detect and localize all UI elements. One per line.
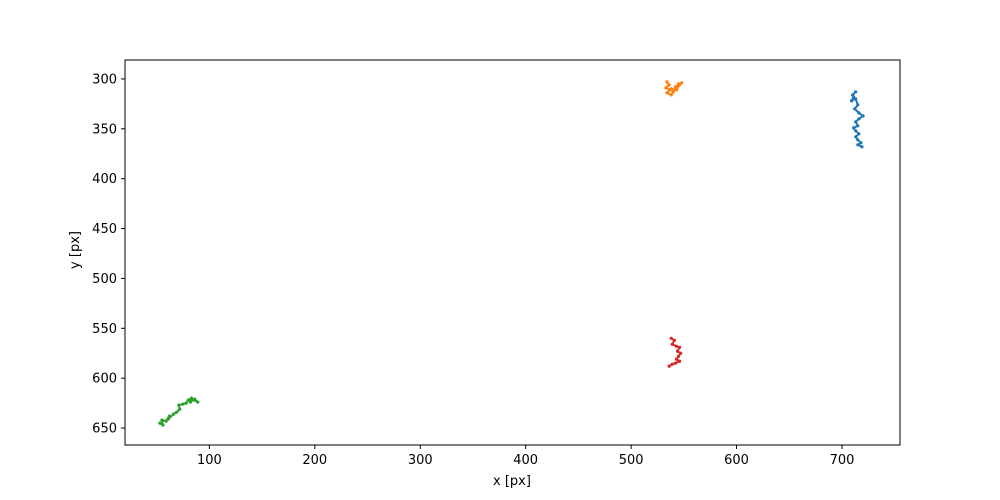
x-tick-label: 100 xyxy=(197,453,222,468)
y-tick-label: 400 xyxy=(92,172,117,187)
trajectory-point xyxy=(669,336,673,340)
x-tick-label: 500 xyxy=(619,453,644,468)
trajectory-point xyxy=(861,114,865,118)
axes: 100 200 300 400 500 600 700 300 350 400 450 500 550 6… xyxy=(92,59,901,468)
trajectory-point xyxy=(196,400,200,404)
trajectory-point xyxy=(854,90,858,94)
x-tick-label: 700 xyxy=(830,453,855,468)
trajectory-point xyxy=(670,342,674,346)
trajectory-point xyxy=(680,81,684,85)
trajectory-point xyxy=(193,398,197,402)
x-tick-label: 300 xyxy=(408,453,433,468)
trajectory-point xyxy=(671,90,675,94)
trajectory-point xyxy=(186,398,190,402)
trajectory-point xyxy=(679,351,683,355)
y-tick-label: 550 xyxy=(92,322,117,337)
trajectory-point xyxy=(857,132,861,136)
trajectory-point xyxy=(167,414,171,418)
trajectory-point xyxy=(673,85,678,89)
trajectory-point xyxy=(665,80,669,84)
trajectory-point xyxy=(849,99,854,103)
trajectory-point xyxy=(852,126,856,130)
trajectory-point xyxy=(856,138,860,142)
trajectory-point xyxy=(669,87,673,91)
trajectory-point xyxy=(673,361,678,365)
trajectory-point xyxy=(166,417,170,421)
trajectory-point xyxy=(674,344,679,348)
trajectory-point xyxy=(853,107,857,111)
trajectory-point xyxy=(856,143,860,147)
trajectory-point xyxy=(669,93,673,97)
trajectory-point xyxy=(677,354,681,358)
series-layer xyxy=(158,80,865,427)
x-axis-label: x [px] xyxy=(493,474,531,489)
y-tick-label: 600 xyxy=(92,372,117,387)
axes-frame xyxy=(124,59,901,446)
trajectory-point xyxy=(854,120,858,124)
trajectory-point xyxy=(854,97,858,101)
trajectory-point xyxy=(678,359,682,363)
trajectory-point xyxy=(177,403,181,407)
trajectory-point xyxy=(667,83,671,87)
trajectory-point xyxy=(171,412,176,416)
trajectory-point xyxy=(664,86,668,90)
trajectory-point xyxy=(675,349,680,353)
y-axis-label: y [px] xyxy=(68,231,83,269)
trajectory-point xyxy=(677,82,681,86)
plot-area xyxy=(125,60,900,445)
trajectory-point xyxy=(678,345,682,349)
trajectory-point xyxy=(859,141,863,145)
trajectory-point xyxy=(178,407,182,411)
y-tick-label: 450 xyxy=(92,222,117,237)
trajectory-point xyxy=(860,145,864,149)
trajectory-point xyxy=(854,129,858,133)
x-tick-label: 200 xyxy=(302,453,327,468)
y-tick-label: 350 xyxy=(92,122,117,137)
y-tick-label: 650 xyxy=(92,422,117,437)
x-tick-label: 600 xyxy=(724,453,749,468)
trajectory-point xyxy=(161,423,165,427)
trajectory-point xyxy=(857,111,861,115)
trajectory-point xyxy=(856,103,860,107)
y-tick-label: 500 xyxy=(92,272,117,287)
y-tick-label: 300 xyxy=(92,72,117,87)
trajectory-point xyxy=(672,338,677,342)
trajectory-point xyxy=(184,401,188,405)
trajectory-point xyxy=(857,117,861,121)
trajectory-point xyxy=(665,91,669,95)
trajectory-point xyxy=(854,135,858,139)
x-tick-label: 400 xyxy=(513,453,538,468)
trajectory-point xyxy=(158,421,162,425)
trajectory-point xyxy=(674,357,679,361)
trajectory-point xyxy=(670,362,674,366)
trajectory-point xyxy=(181,402,185,406)
trajectory-point xyxy=(674,88,679,92)
trajectory-point xyxy=(189,396,193,400)
trajectory-point xyxy=(160,418,164,422)
trajectory-point xyxy=(175,410,179,414)
trajectory-point xyxy=(164,419,168,423)
trajectory-point xyxy=(852,95,856,99)
trajectory-point xyxy=(667,364,671,368)
trajectory-point xyxy=(856,124,860,128)
plot-background xyxy=(125,60,900,445)
trajectory-point xyxy=(188,400,192,404)
